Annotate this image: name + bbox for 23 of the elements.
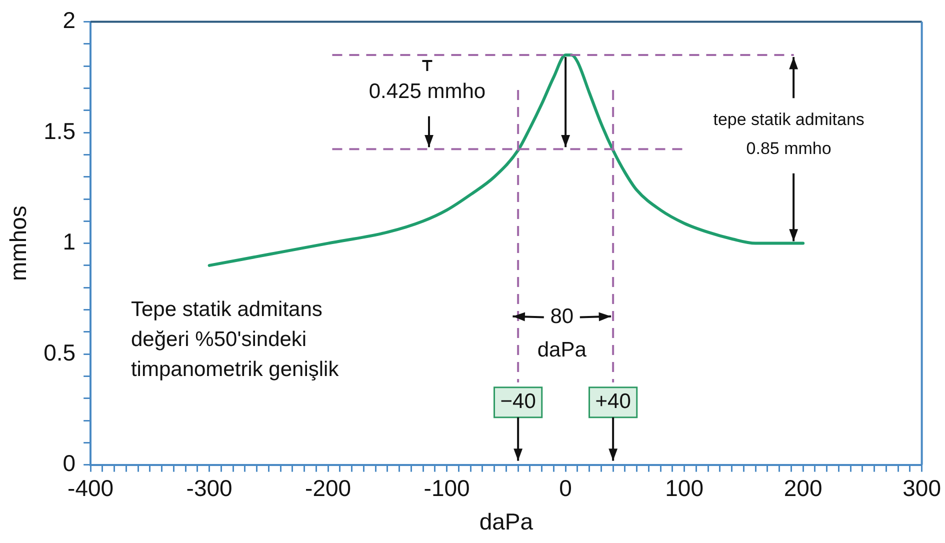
annotation: −40	[500, 390, 536, 414]
annotation: 0.85 mmho	[746, 139, 832, 158]
x-tick-label: 0	[559, 474, 572, 501]
x-tick-label: -300	[186, 474, 232, 501]
y-tick-label: 0.5	[44, 339, 76, 366]
x-tick-label: -400	[68, 474, 114, 501]
annotation: 80	[550, 305, 574, 328]
x-tick-label: 100	[665, 474, 704, 501]
x-tick-label: 200	[784, 474, 822, 501]
y-tick-label: 2	[62, 7, 76, 34]
y-tick-label: 1	[62, 228, 76, 255]
annotation: daPa	[537, 338, 587, 362]
annotation: Tepe statik admitans değeri %50'sindeki timpanometrik genişlik	[130, 298, 340, 381]
annotation: tepe statik admitans	[713, 110, 864, 129]
y-tick-label: 1.5	[44, 118, 76, 144]
y-tick-label: 0	[62, 450, 76, 476]
x-tick-label: 300	[902, 474, 941, 501]
annotation: +40	[595, 390, 631, 414]
x-tick-label: -100	[424, 474, 470, 501]
y-axis-title: mmhos	[5, 206, 32, 282]
x-axis-title: daPa	[479, 508, 534, 535]
x-tick-label: -200	[305, 474, 352, 501]
annotation: 0.425 mmho	[368, 80, 486, 104]
